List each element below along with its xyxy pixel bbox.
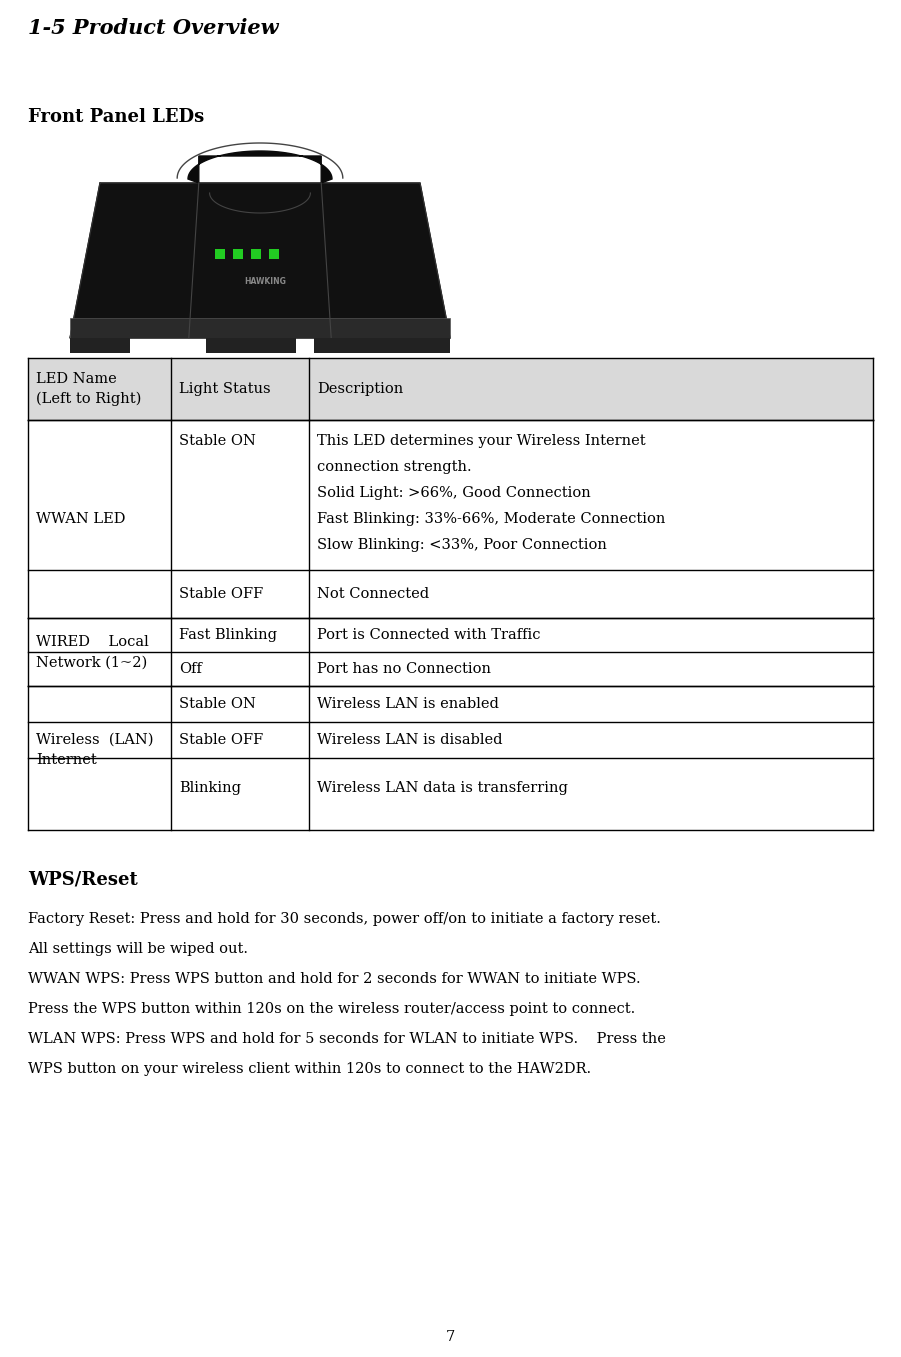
Text: Port has no Connection: Port has no Connection: [317, 662, 491, 676]
Text: WPS/Reset: WPS/Reset: [28, 870, 138, 887]
Text: Solid Light: >66%, Good Connection: Solid Light: >66%, Good Connection: [317, 486, 591, 499]
Bar: [251, 248, 261, 259]
Text: Stable ON: Stable ON: [179, 434, 256, 448]
Bar: [269, 248, 279, 259]
Text: Port is Connected with Traffic: Port is Connected with Traffic: [317, 628, 541, 642]
Bar: [28, 358, 873, 421]
Text: 7: 7: [445, 1330, 455, 1343]
Bar: [233, 248, 243, 259]
Text: Press the WPS button within 120s on the wireless router/access point to connect.: Press the WPS button within 120s on the …: [28, 1001, 635, 1016]
Text: WWAN WPS: Press WPS button and hold for 2 seconds for WWAN to initiate WPS.: WWAN WPS: Press WPS button and hold for …: [28, 972, 641, 987]
Text: WLAN WPS: Press WPS and hold for 5 seconds for WLAN to initiate WPS.    Press th: WLAN WPS: Press WPS and hold for 5 secon…: [28, 1033, 666, 1046]
Text: Wireless LAN is enabled: Wireless LAN is enabled: [317, 697, 499, 711]
Bar: [70, 338, 130, 353]
Text: WPS button on your wireless client within 120s to connect to the HAW2DR.: WPS button on your wireless client withi…: [28, 1063, 591, 1076]
Polygon shape: [188, 151, 332, 183]
Text: Fast Blinking: Fast Blinking: [179, 628, 277, 642]
Text: Description: Description: [317, 383, 404, 396]
Text: HAWKING: HAWKING: [244, 277, 286, 286]
Bar: [215, 248, 225, 259]
Text: Blinking: Blinking: [179, 782, 241, 795]
Text: Stable OFF: Stable OFF: [179, 733, 263, 746]
Bar: [314, 338, 404, 353]
Text: connection strength.: connection strength.: [317, 460, 471, 474]
Text: All settings will be wiped out.: All settings will be wiped out.: [28, 942, 248, 955]
Text: 1-5 Product Overview: 1-5 Product Overview: [28, 18, 278, 38]
Polygon shape: [70, 183, 450, 338]
Text: Light Status: Light Status: [179, 383, 270, 396]
Text: Stable ON: Stable ON: [179, 697, 256, 711]
Text: Not Connected: Not Connected: [317, 588, 429, 601]
Text: Wireless  (LAN)
Internet: Wireless (LAN) Internet: [36, 733, 153, 767]
Text: Off: Off: [179, 662, 202, 676]
Text: Stable OFF: Stable OFF: [179, 588, 263, 601]
Text: Front Panel LEDs: Front Panel LEDs: [28, 109, 205, 126]
Text: This LED determines your Wireless Internet: This LED determines your Wireless Intern…: [317, 434, 646, 448]
Text: LED Name
(Left to Right): LED Name (Left to Right): [36, 372, 141, 406]
Text: WIRED    Local
Network (1~2): WIRED Local Network (1~2): [36, 635, 149, 669]
Text: Slow Blinking: <33%, Poor Connection: Slow Blinking: <33%, Poor Connection: [317, 537, 607, 552]
Text: Fast Blinking: 33%-66%, Moderate Connection: Fast Blinking: 33%-66%, Moderate Connect…: [317, 512, 665, 527]
Text: Wireless LAN is disabled: Wireless LAN is disabled: [317, 733, 503, 746]
Bar: [70, 318, 450, 338]
Text: WWAN LED: WWAN LED: [36, 512, 125, 527]
Text: Wireless LAN data is transferring: Wireless LAN data is transferring: [317, 782, 568, 795]
Bar: [206, 338, 296, 353]
Text: Factory Reset: Press and hold for 30 seconds, power off/on to initiate a factory: Factory Reset: Press and hold for 30 sec…: [28, 912, 660, 925]
Bar: [390, 338, 450, 353]
